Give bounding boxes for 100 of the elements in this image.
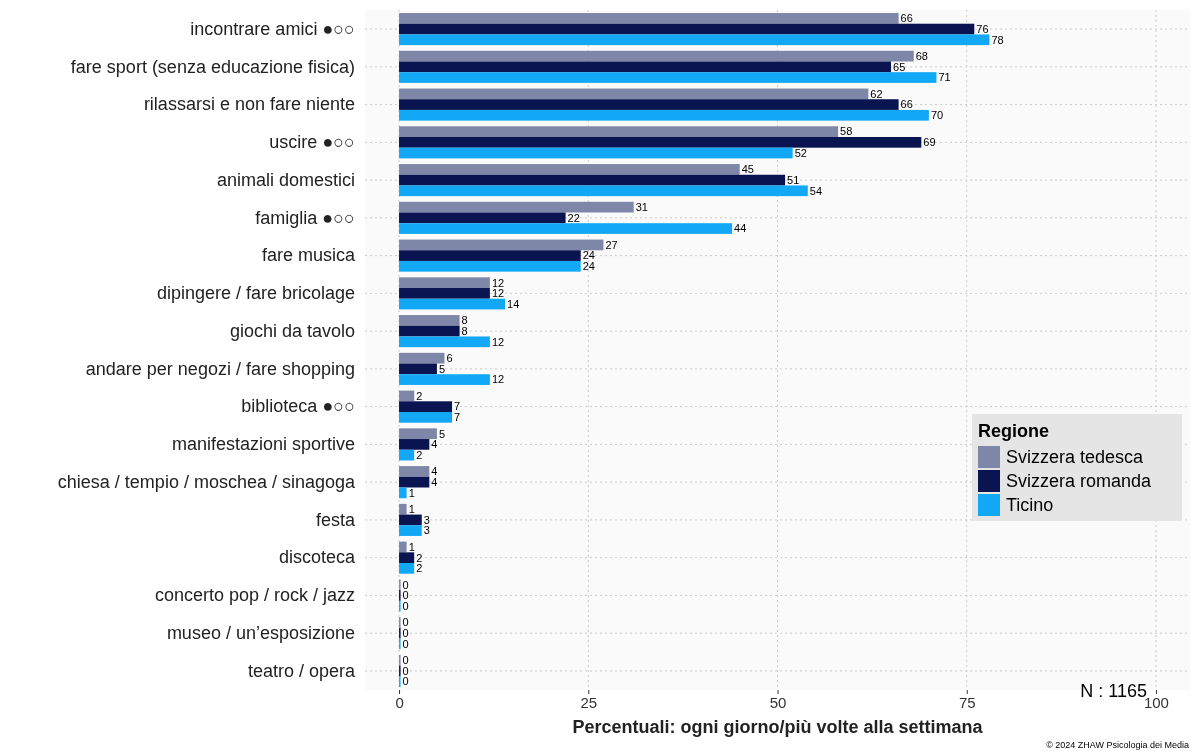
- data-label: 1: [408, 503, 415, 516]
- data-label: 12: [491, 276, 505, 289]
- data-label: 62: [870, 87, 883, 100]
- y-tick-label: uscire ●○○: [269, 132, 355, 153]
- bar: [399, 126, 839, 137]
- x-tick-label: 0: [395, 693, 404, 711]
- text: © 2024 ZHAW Psicologia dei Media: [1046, 740, 1189, 750]
- bar: [399, 514, 422, 526]
- legend-label: Svizzera tedesca: [1006, 447, 1145, 468]
- data-label: 66: [900, 98, 913, 111]
- data-label: 0: [402, 675, 409, 688]
- bar: [399, 99, 899, 110]
- bar: [399, 336, 490, 348]
- data-label: 12: [491, 335, 505, 348]
- data-label: 1: [408, 540, 415, 553]
- data-label: 0: [402, 616, 409, 629]
- data-label: 31: [635, 201, 648, 213]
- bar: [399, 449, 415, 461]
- data-label: 5: [438, 427, 446, 440]
- x-axis-title: Percentuali: ogni giorno/più volte alla settimana: [572, 717, 984, 737]
- data-label: 0: [402, 599, 409, 612]
- data-label: 4: [431, 438, 438, 451]
- bar: [399, 260, 581, 272]
- data-label: 6: [446, 352, 453, 365]
- data-label: 2: [416, 389, 423, 402]
- bar: [399, 325, 460, 337]
- data-label: 0: [402, 589, 409, 602]
- data-label: 78: [991, 33, 1004, 46]
- x-tick-label: 25: [580, 693, 598, 711]
- data-label: 24: [582, 249, 595, 262]
- data-label: 12: [491, 287, 505, 300]
- data-label: 3: [423, 524, 430, 537]
- y-tick-label: dipingere / fare bricolage: [156, 283, 355, 304]
- bar: [399, 174, 786, 186]
- data-label: 14: [507, 297, 520, 310]
- y-tick-label: famiglia ●○○: [255, 207, 355, 228]
- y-tick-label: manifestazioni sportive: [171, 434, 355, 455]
- data-label: 69: [923, 136, 936, 149]
- data-label: 0: [402, 664, 409, 677]
- bar: [399, 13, 899, 24]
- bar: [399, 525, 422, 536]
- bar: [399, 201, 634, 213]
- data-label: 24: [582, 260, 595, 273]
- bar: [399, 223, 733, 234]
- data-label: 44: [734, 222, 747, 235]
- y-tick-label: museo / un’esposizione: [166, 622, 355, 643]
- bar: [399, 374, 490, 385]
- y-tick-label: fare sport (senza educazione fisica): [70, 56, 355, 77]
- x-tick-label: 50: [769, 693, 787, 711]
- bar: [399, 88, 869, 100]
- bar: [399, 239, 604, 251]
- bar: [399, 72, 937, 83]
- bar: [399, 401, 453, 412]
- data-label: 27: [605, 238, 618, 251]
- data-label: 7: [454, 411, 461, 424]
- y-tick-label: rilassarsi e non fare niente: [143, 94, 355, 115]
- bar: [399, 563, 415, 574]
- data-label: 1: [408, 486, 415, 499]
- data-label: 2: [416, 562, 423, 575]
- bar: [399, 288, 490, 299]
- y-tick-label: incontrare amici ●○○: [190, 18, 355, 39]
- bar: [399, 61, 892, 73]
- y-tick-label: animali domestici: [216, 169, 355, 190]
- data-label: 0: [402, 654, 409, 667]
- bar: [399, 185, 808, 197]
- data-label: 8: [461, 314, 468, 327]
- bar: [399, 315, 460, 326]
- data-label: 12: [491, 373, 505, 386]
- bar: [399, 23, 975, 35]
- bar: [399, 487, 407, 499]
- bar: [399, 466, 430, 477]
- y-tick-label: chiesa / tempio / moschea / sinagoga: [57, 471, 356, 492]
- data-label: 54: [809, 184, 823, 197]
- data-label: 52: [794, 146, 807, 159]
- data-label: 3: [423, 513, 430, 526]
- bar: [399, 34, 990, 46]
- bar: [399, 439, 430, 450]
- data-label: 0: [402, 627, 409, 640]
- data-label: 5: [438, 362, 446, 375]
- data-label: 71: [938, 71, 951, 84]
- data-label: 7: [454, 400, 461, 413]
- y-tick-label: discoteca: [278, 547, 356, 568]
- bar: [399, 390, 415, 402]
- bar: [399, 109, 929, 121]
- y-tick-label: andare per negozi / fare shopping: [85, 358, 355, 379]
- bar: [399, 298, 506, 310]
- y-tick-label: concerto pop / rock / jazz: [154, 585, 355, 606]
- x-tick-label: 75: [958, 693, 976, 711]
- data-label: 2: [416, 551, 423, 564]
- legend-title: Regione: [978, 421, 1050, 441]
- y-tick-label: biblioteca ●○○: [241, 396, 355, 417]
- y-tick-label: teatro / opera: [247, 660, 356, 681]
- data-label: 51: [787, 173, 800, 186]
- data-label: 65: [893, 60, 906, 73]
- bar: [399, 352, 445, 364]
- bar: [399, 250, 581, 261]
- bar: [399, 164, 740, 175]
- bar: [399, 428, 437, 440]
- bar: [399, 212, 566, 224]
- data-label: 2: [416, 448, 423, 461]
